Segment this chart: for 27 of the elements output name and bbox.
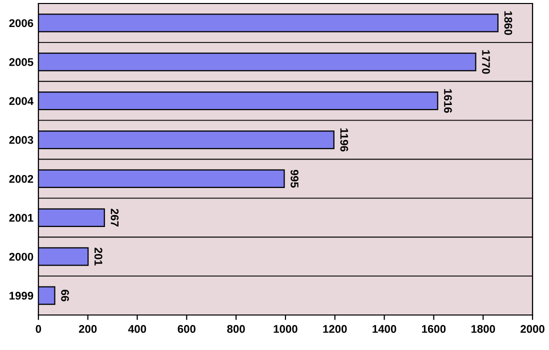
data-label: 1616	[444, 89, 452, 113]
y-tick-label: 2000	[9, 252, 34, 261]
x-tick-label: 200	[78, 325, 97, 333]
y-tick-label: 2003	[9, 136, 34, 144]
x-tick-label: 1000	[274, 325, 298, 333]
data-label: 267	[110, 208, 119, 226]
x-tick-label: 1200	[323, 325, 347, 333]
x-tick-label: 1600	[422, 325, 446, 333]
y-tick-label: 2005	[9, 58, 34, 66]
y-tick-label: 2004	[9, 97, 34, 105]
x-tick-label: 1400	[372, 325, 396, 333]
data-label: 1770	[482, 50, 490, 74]
data-label: 1860	[504, 11, 512, 35]
x-tick-label: 800	[227, 325, 245, 333]
x-tick-label: 0	[36, 325, 42, 333]
data-label: 995	[290, 170, 298, 188]
data-label: 66	[61, 290, 69, 302]
y-tick-label: 2006	[9, 19, 34, 28]
data-label: 1196	[340, 128, 348, 152]
x-tick-label: 2000	[520, 325, 544, 333]
y-tick-label: 2001	[9, 214, 34, 222]
y-tick-label: 2002	[9, 174, 34, 183]
x-tick-label: 400	[128, 325, 146, 333]
x-tick-label: 600	[178, 325, 196, 333]
y-tick-label: 1999	[10, 292, 34, 300]
data-label: 201	[94, 248, 102, 266]
x-tick-label: 1800	[471, 325, 496, 333]
